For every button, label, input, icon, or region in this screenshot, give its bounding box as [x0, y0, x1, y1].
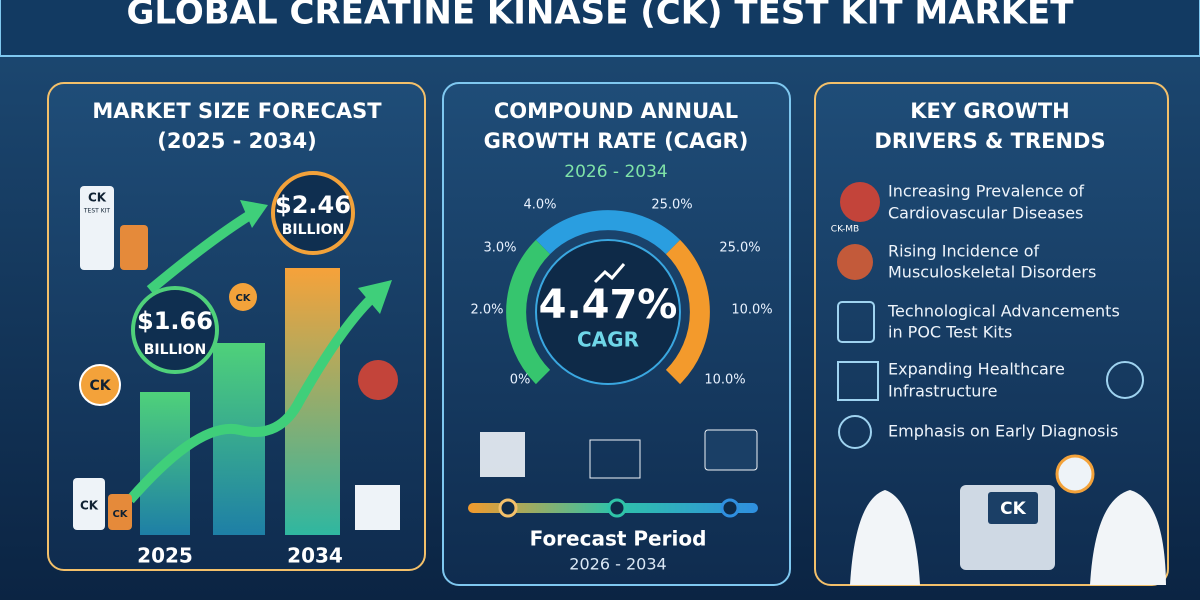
driver-text: Infrastructure: [888, 382, 997, 401]
icon-caption: CK-MB: [831, 225, 859, 235]
driver-text: Increasing Prevalence of: [888, 182, 1084, 201]
scientist-figure: [850, 490, 920, 585]
hospital-icon: [480, 432, 525, 477]
building-icon: [837, 361, 879, 401]
icon-label: CK: [89, 378, 111, 394]
value-unit: BILLION: [144, 342, 207, 358]
panel-title: COMPOUND ANNUAL: [494, 99, 738, 123]
panel-title: DRIVERS & TRENDS: [874, 129, 1105, 153]
icon-label: CK: [80, 499, 99, 513]
bottle-icon: [120, 225, 148, 270]
gauge-arc: [665, 239, 710, 385]
timeline-node: [498, 498, 518, 518]
year-label: 2025: [137, 544, 193, 568]
device-icon: [837, 301, 875, 343]
gauge-arc: [506, 239, 551, 385]
gauge-label: 3.0%: [483, 241, 516, 256]
panel-title: KEY GROWTH: [910, 99, 1069, 123]
icon-label: CK: [88, 191, 107, 205]
clock-icon: [1055, 454, 1095, 494]
driver-text: Musculoskeletal Disorders: [888, 263, 1096, 282]
muscle-icon: [837, 244, 873, 280]
value-bubble: [131, 286, 219, 374]
driver-text: Rising Incidence of: [888, 242, 1039, 261]
bar: [285, 268, 340, 535]
hospital-icon: [355, 485, 400, 530]
driver-text: Technological Advancements: [887, 302, 1120, 321]
ck-badge: [79, 364, 121, 406]
timeline-node: [720, 498, 740, 518]
gauge-arc: [535, 210, 681, 255]
test-kit-icon: [80, 186, 114, 270]
bottle-icon: [73, 478, 105, 530]
gauge-label: 10.0%: [731, 303, 772, 318]
driver-text: in POC Test Kits: [888, 323, 1012, 342]
driver-text: Emphasis on Early Diagnosis: [888, 422, 1118, 441]
heart-icon: [840, 182, 880, 222]
gauge-label: 25.0%: [651, 198, 692, 213]
gauge-label: 4.0%: [523, 198, 556, 213]
panel-title: MARKET SIZE FORECAST: [92, 99, 382, 123]
monitor-icon: [704, 429, 758, 471]
gauge-center: [535, 239, 681, 385]
panel-subtitle: 2026 - 2034: [564, 162, 667, 182]
gauge-label: 10.0%: [704, 373, 745, 388]
forecast-period: 2026 - 2034: [569, 555, 666, 574]
chart-icon: [589, 439, 641, 479]
doctor-figure: [1090, 490, 1166, 585]
driver-text: Expanding Healthcare: [888, 360, 1065, 379]
ck-badge: [229, 283, 257, 311]
value-amount: $2.46: [275, 191, 351, 219]
arrow: [146, 210, 253, 294]
year-label: 2034: [287, 544, 343, 568]
muscle-icon: [358, 360, 398, 400]
arrow-head: [240, 200, 268, 228]
gauge-label: 25.0%: [719, 241, 760, 256]
cagr-value: 4.47%: [539, 282, 678, 328]
bar: [213, 343, 265, 535]
panel-subtitle: (2025 - 2034): [157, 129, 316, 153]
screen-label: CK: [1000, 499, 1026, 519]
doctor-icon: [838, 415, 872, 449]
icon-label: CK: [235, 293, 251, 304]
icon-label: TEST KIT: [83, 208, 111, 215]
value-bubble: [271, 171, 355, 255]
panel-title: GROWTH RATE (CAGR): [484, 129, 749, 153]
gauge-label: 0%: [510, 373, 531, 388]
driver-text: Cardiovascular Diseases: [888, 204, 1083, 223]
machine-screen: [988, 492, 1038, 524]
cagr-caption: CAGR: [577, 328, 639, 352]
icon-label: CK: [112, 509, 128, 520]
trend-icon: [593, 263, 626, 284]
forecast-title: Forecast Period: [530, 527, 707, 551]
page-title: GLOBAL CREATINE KINASE (CK) TEST KIT MAR…: [127, 0, 1075, 33]
bottle-icon: [108, 494, 132, 530]
arrow-head: [358, 280, 392, 314]
gauge-label: 2.0%: [470, 303, 503, 318]
value-amount: $1.66: [137, 307, 213, 335]
title-bar: [0, 0, 1200, 57]
arrow: [126, 296, 374, 504]
value-unit: BILLION: [282, 222, 345, 238]
timeline-node: [607, 498, 627, 518]
globe-icon: [1106, 361, 1144, 399]
